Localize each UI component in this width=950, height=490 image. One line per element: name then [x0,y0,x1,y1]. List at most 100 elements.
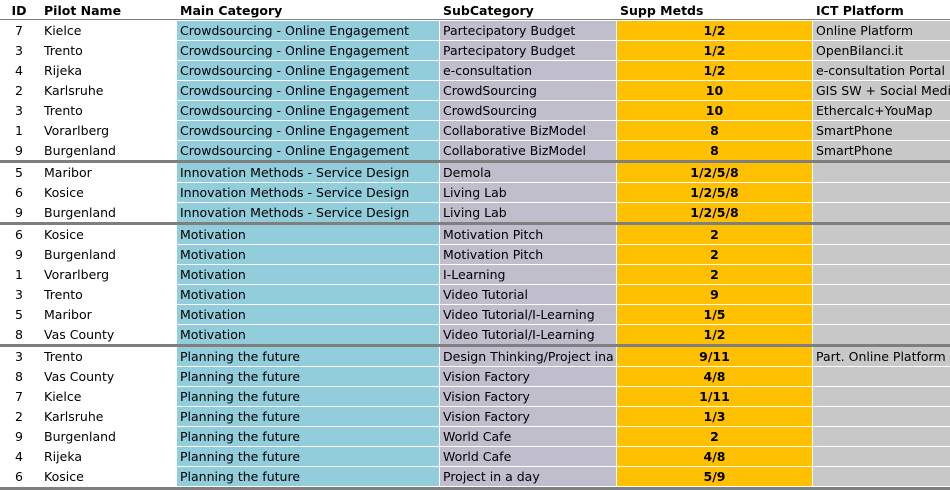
cell-supp-metds[interactable]: 8 [617,121,812,140]
cell-main-category[interactable]: Crowdsourcing - Online Engagement [177,101,439,120]
cell-main-category[interactable]: Crowdsourcing - Online Engagement [177,121,439,140]
cell-ict-platform[interactable] [813,427,950,446]
cell-main-category[interactable]: Planning the future [177,347,439,366]
header-id[interactable]: ID [11,3,27,18]
cell-main-category[interactable]: Crowdsourcing - Online Engagement [177,61,439,80]
cell-subcategory[interactable]: Partecipatory Budget [440,21,616,40]
cell-id[interactable]: 5 [15,165,23,180]
cell-ict-platform[interactable] [813,305,950,324]
cell-pilot-name[interactable]: Rijeka [44,449,83,464]
cell-subcategory[interactable]: Demola [440,163,616,182]
cell-pilot-name[interactable]: Burgenland [44,143,116,158]
cell-ict-platform[interactable] [813,407,950,426]
cell-pilot-name[interactable]: Maribor [44,307,92,322]
cell-id[interactable]: 7 [15,23,23,38]
cell-supp-metds[interactable]: 2 [617,265,812,284]
cell-id[interactable]: 6 [15,185,23,200]
cell-main-category[interactable]: Crowdsourcing - Online Engagement [177,141,439,160]
cell-supp-metds[interactable]: 1/2 [617,41,812,60]
cell-ict-platform[interactable]: Ethercalc+YouMap [813,101,950,120]
header-pilot-name[interactable]: Pilot Name [44,3,122,18]
cell-subcategory[interactable]: Video Tutorial/I-Learning [440,325,616,344]
cell-subcategory[interactable]: Motivation Pitch [440,225,616,244]
cell-main-category[interactable]: Motivation [177,265,439,284]
cell-supp-metds[interactable]: 4/8 [617,447,812,466]
cell-subcategory[interactable]: CrowdSourcing [440,81,616,100]
cell-main-category[interactable]: Motivation [177,325,439,344]
cell-id[interactable]: 6 [15,469,23,484]
cell-main-category[interactable]: Planning the future [177,467,439,486]
cell-id[interactable]: 2 [15,83,23,98]
cell-subcategory[interactable]: Video Tutorial/I-Learning [440,305,616,324]
cell-main-category[interactable]: Planning the future [177,407,439,426]
cell-id[interactable]: 6 [15,227,23,242]
cell-subcategory[interactable]: Collaborative BizModel [440,121,616,140]
cell-supp-metds[interactable]: 1/2 [617,21,812,40]
cell-ict-platform[interactable]: GIS SW + Social Media [813,81,950,100]
cell-pilot-name[interactable]: Rijeka [44,63,83,78]
cell-subcategory[interactable]: Video Tutorial [440,285,616,304]
cell-supp-metds[interactable]: 9 [617,285,812,304]
header-subcategory[interactable]: SubCategory [443,3,534,18]
cell-subcategory[interactable]: Partecipatory Budget [440,41,616,60]
cell-subcategory[interactable]: Living Lab [440,203,616,222]
cell-supp-metds[interactable]: 2 [617,245,812,264]
cell-subcategory[interactable]: Motivation Pitch [440,245,616,264]
cell-pilot-name[interactable]: Vorarlberg [44,123,110,138]
cell-main-category[interactable]: Motivation [177,245,439,264]
cell-pilot-name[interactable]: Kielce [44,23,82,38]
cell-supp-metds[interactable]: 10 [617,81,812,100]
cell-pilot-name[interactable]: Kosice [44,227,84,242]
cell-id[interactable]: 4 [15,63,23,78]
cell-ict-platform[interactable]: e-consultation Portal [813,61,950,80]
cell-id[interactable]: 7 [15,389,23,404]
header-ict-platform[interactable]: ICT Platform [816,3,904,18]
cell-id[interactable]: 8 [15,327,23,342]
cell-ict-platform[interactable] [813,225,950,244]
cell-supp-metds[interactable]: 1/11 [617,387,812,406]
header-main-category[interactable]: Main Category [180,3,283,18]
cell-pilot-name[interactable]: Vas County [44,327,115,342]
cell-main-category[interactable]: Innovation Methods - Service Design [177,163,439,182]
cell-ict-platform[interactable] [813,367,950,386]
cell-main-category[interactable]: Crowdsourcing - Online Engagement [177,21,439,40]
cell-id[interactable]: 4 [15,449,23,464]
cell-supp-metds[interactable]: 1/5 [617,305,812,324]
cell-pilot-name[interactable]: Kosice [44,185,84,200]
cell-pilot-name[interactable]: Kosice [44,469,84,484]
cell-main-category[interactable]: Crowdsourcing - Online Engagement [177,81,439,100]
cell-ict-platform[interactable]: SmartPhone [813,141,950,160]
cell-id[interactable]: 3 [15,349,23,364]
cell-subcategory[interactable]: CrowdSourcing [440,101,616,120]
cell-subcategory[interactable]: Living Lab [440,183,616,202]
cell-main-category[interactable]: Innovation Methods - Service Design [177,203,439,222]
cell-main-category[interactable]: Planning the future [177,367,439,386]
cell-pilot-name[interactable]: Vorarlberg [44,267,110,282]
cell-ict-platform[interactable] [813,203,950,222]
cell-supp-metds[interactable]: 4/8 [617,367,812,386]
cell-subcategory[interactable]: World Cafe [440,447,616,466]
cell-id[interactable]: 1 [15,123,23,138]
cell-supp-metds[interactable]: 1/3 [617,407,812,426]
cell-supp-metds[interactable]: 1/2 [617,325,812,344]
cell-subcategory[interactable]: Collaborative BizModel [440,141,616,160]
cell-subcategory[interactable]: Project in a day [440,467,616,486]
cell-ict-platform[interactable] [813,265,950,284]
cell-main-category[interactable]: Planning the future [177,387,439,406]
cell-ict-platform[interactable]: Online Platform [813,21,950,40]
cell-id[interactable]: 3 [15,103,23,118]
cell-subcategory[interactable]: Vision Factory [440,367,616,386]
cell-pilot-name[interactable]: Burgenland [44,205,116,220]
cell-pilot-name[interactable]: Maribor [44,165,92,180]
cell-ict-platform[interactable] [813,183,950,202]
cell-id[interactable]: 9 [15,429,23,444]
cell-ict-platform[interactable] [813,245,950,264]
cell-id[interactable]: 5 [15,307,23,322]
cell-main-category[interactable]: Innovation Methods - Service Design [177,183,439,202]
cell-pilot-name[interactable]: Karlsruhe [44,409,104,424]
cell-main-category[interactable]: Crowdsourcing - Online Engagement [177,41,439,60]
cell-id[interactable]: 9 [15,247,23,262]
cell-main-category[interactable]: Motivation [177,285,439,304]
cell-supp-metds[interactable]: 1/2/5/8 [617,183,812,202]
cell-pilot-name[interactable]: Vas County [44,369,115,384]
